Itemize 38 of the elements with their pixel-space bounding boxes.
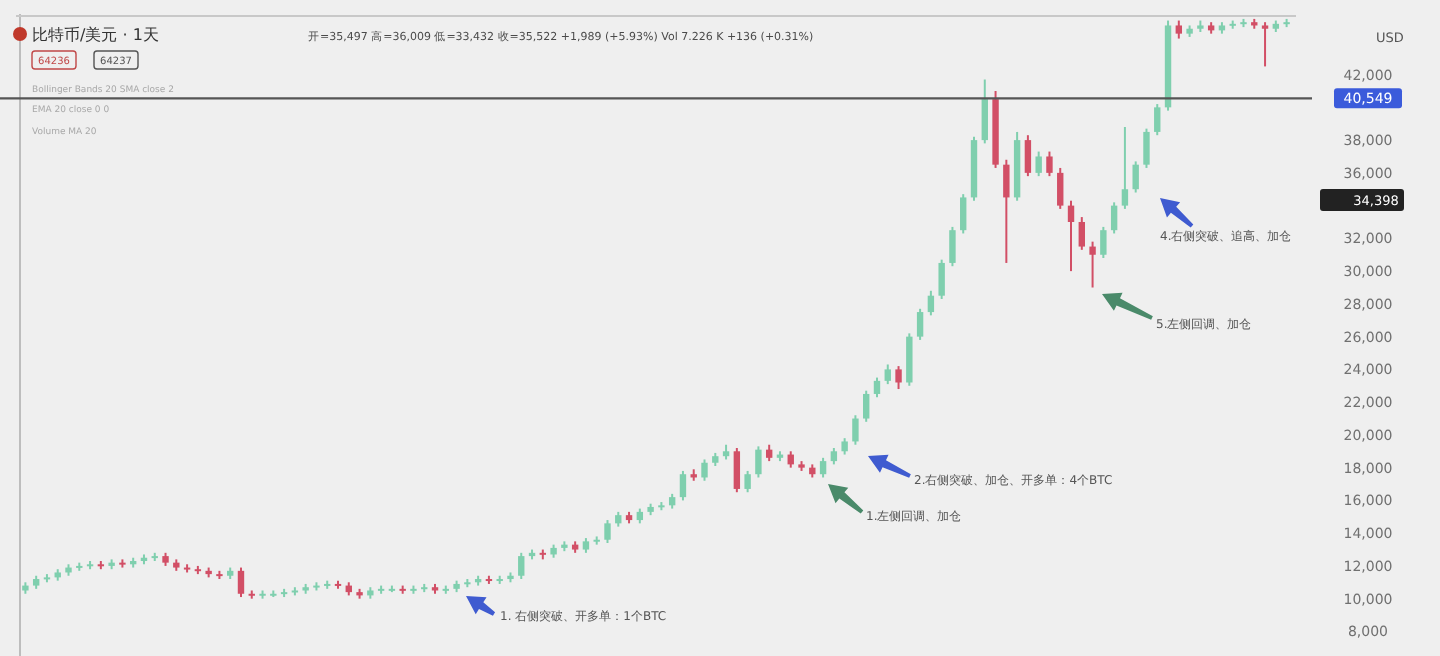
candlestick [895, 365, 902, 391]
candlestick [1132, 160, 1139, 194]
candlestick [1024, 134, 1032, 178]
candlestick [1003, 158, 1010, 264]
candlestick [1143, 127, 1150, 169]
candlestick [604, 519, 611, 544]
candlestick [916, 307, 924, 341]
candlestick [1067, 199, 1075, 273]
candlestick [873, 376, 881, 399]
candlestick [679, 469, 687, 502]
candlestick [1035, 150, 1042, 178]
candlestick [701, 458, 708, 482]
candlestick [237, 566, 245, 599]
candlestick [1154, 103, 1161, 137]
candlestick [981, 78, 988, 145]
candlestick [1175, 19, 1183, 40]
candlestick [518, 551, 525, 581]
candlestick [1121, 126, 1129, 210]
candlestick [755, 445, 762, 479]
candlestick [1057, 166, 1064, 210]
candlestick [1078, 216, 1085, 251]
candlestick [1046, 150, 1053, 178]
candlestick [744, 469, 751, 494]
candlestick [1089, 240, 1096, 289]
candlestick [938, 258, 945, 300]
candlestick [852, 414, 859, 446]
candlestick [927, 289, 935, 317]
candlestick [863, 389, 870, 423]
candlestick [733, 447, 741, 494]
text: 比特币/美元 · 1天 [32, 26, 159, 44]
candlestick [884, 363, 891, 386]
candlestick [960, 193, 967, 235]
candlestick [1261, 21, 1269, 68]
candlestick [906, 332, 913, 387]
candlestick [1110, 201, 1118, 235]
candlestick [1100, 225, 1107, 260]
candlestick [819, 456, 827, 479]
candlestick [949, 225, 956, 268]
